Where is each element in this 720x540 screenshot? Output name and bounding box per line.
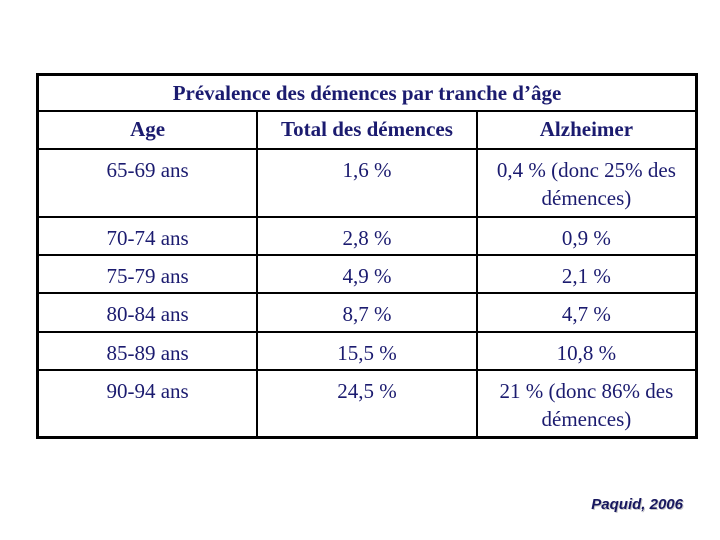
- table-row: 80-84 ans 8,7 % 4,7 %: [36, 292, 698, 333]
- table-row: 65-69 ans 1,6 % 0,4 % (donc 25% des déme…: [36, 147, 698, 218]
- cell-total: 2,8 %: [256, 215, 478, 256]
- table-row: 70-74 ans 2,8 % 0,9 %: [36, 215, 698, 256]
- cell-age: 75-79 ans: [36, 253, 259, 295]
- citation: Paquid, 2006: [591, 496, 683, 513]
- cell-total: 8,7 %: [256, 292, 478, 333]
- column-header-age: Age: [36, 109, 259, 150]
- table-title-row: Prévalence des démences par tranche d’âg…: [36, 73, 698, 112]
- cell-alzheimer: 0,4 % (donc 25% des démences): [475, 147, 698, 218]
- cell-age: 80-84 ans: [36, 292, 259, 333]
- table-header-row: Age Total des démences Alzheimer: [36, 109, 698, 150]
- table-title: Prévalence des démences par tranche d’âg…: [36, 73, 698, 112]
- cell-total: 1,6 %: [256, 147, 478, 218]
- cell-total: 4,9 %: [256, 253, 478, 295]
- column-header-total: Total des démences: [256, 109, 478, 150]
- cell-age: 70-74 ans: [36, 215, 259, 256]
- cell-total: 24,5 %: [256, 368, 478, 439]
- cell-alzheimer: 2,1 %: [475, 253, 698, 295]
- cell-total: 15,5 %: [256, 330, 478, 371]
- table-row: 75-79 ans 4,9 % 2,1 %: [36, 253, 698, 295]
- cell-alzheimer: 0,9 %: [475, 215, 698, 256]
- cell-alzheimer: 21 % (donc 86% des démences): [475, 368, 698, 439]
- cell-age: 90-94 ans: [36, 368, 259, 439]
- cell-alzheimer: 10,8 %: [475, 330, 698, 371]
- table-row: 85-89 ans 15,5 % 10,8 %: [36, 330, 698, 371]
- cell-alzheimer: 4,7 %: [475, 292, 698, 333]
- prevalence-table: Prévalence des démences par tranche d’âg…: [36, 73, 698, 440]
- cell-age: 65-69 ans: [36, 147, 259, 218]
- column-header-alzheimer: Alzheimer: [475, 109, 698, 150]
- cell-age: 85-89 ans: [36, 330, 259, 371]
- table-row: 90-94 ans 24,5 % 21 % (donc 86% des déme…: [36, 368, 698, 439]
